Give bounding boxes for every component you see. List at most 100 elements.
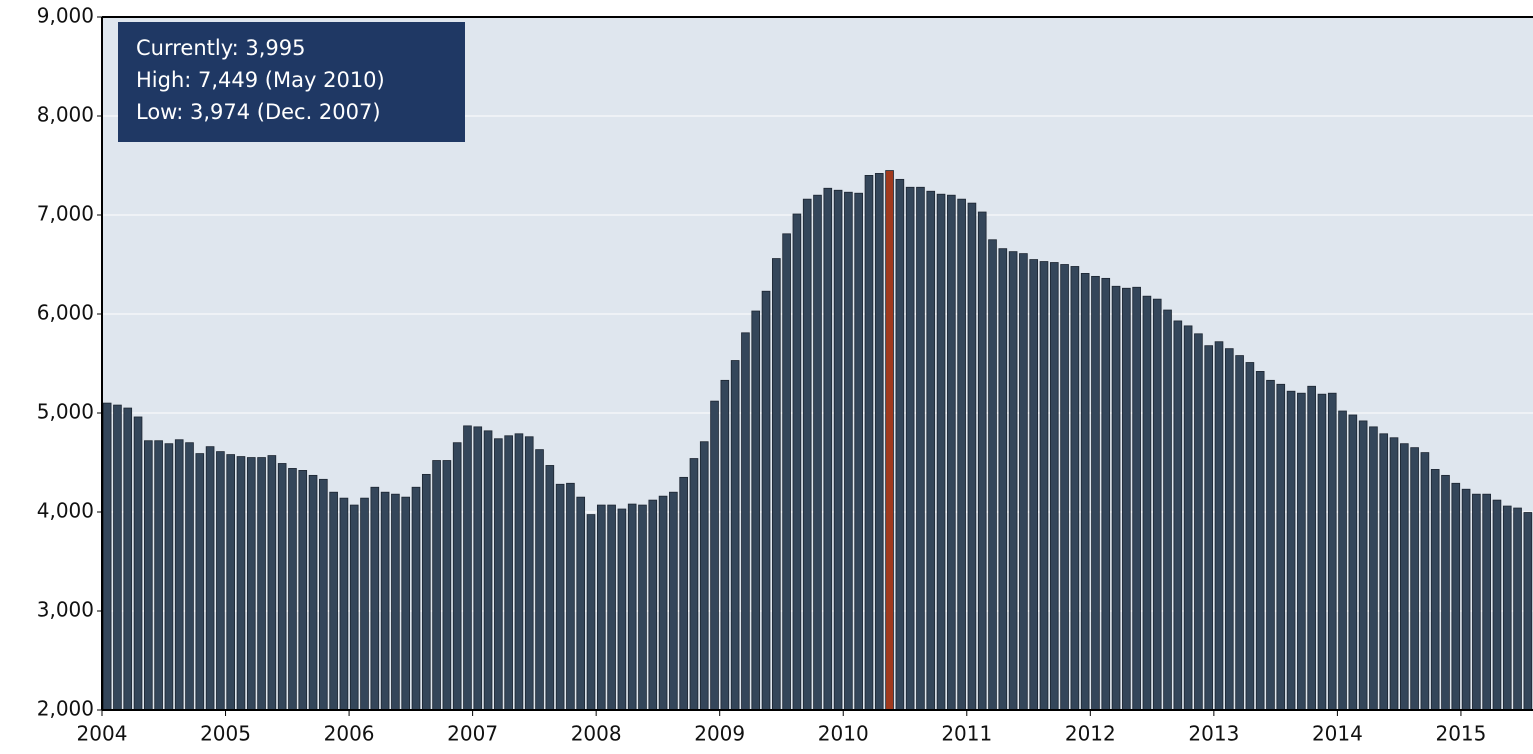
bar — [288, 468, 297, 711]
bar — [1348, 414, 1358, 711]
y-tick-label: 4,000 — [37, 499, 94, 523]
bar — [967, 202, 977, 711]
bar — [1111, 285, 1121, 711]
bar — [1008, 251, 1018, 711]
bar — [627, 503, 637, 711]
annotation: Currently: 3,995 — [136, 36, 305, 60]
bar — [617, 508, 627, 711]
bar — [1513, 507, 1522, 711]
bar — [1060, 264, 1069, 711]
bar — [267, 455, 277, 711]
bar — [205, 446, 215, 711]
bar — [1451, 482, 1461, 711]
y-tick-label: 8,000 — [37, 103, 94, 127]
bar — [998, 248, 1008, 711]
x-tick-label: 2004 — [77, 722, 128, 746]
bar — [1194, 333, 1203, 711]
bar — [1132, 286, 1141, 711]
bar — [370, 486, 380, 711]
annotation-box — [118, 22, 465, 142]
bar — [1286, 390, 1296, 711]
bar — [1420, 452, 1430, 711]
bar — [1441, 474, 1450, 711]
bar — [442, 460, 452, 711]
bar — [246, 457, 256, 711]
bar — [607, 504, 616, 711]
bar — [1029, 259, 1039, 711]
bar — [936, 193, 946, 711]
bar — [545, 465, 555, 711]
x-tick-label: 2014 — [1312, 722, 1363, 746]
bar — [1410, 447, 1419, 711]
bar — [1080, 273, 1090, 711]
x-tick-label: 2012 — [1065, 722, 1116, 746]
bar — [174, 439, 184, 711]
annotation: Low: 3,974 (Dec. 2007) — [136, 100, 381, 124]
bar — [1142, 295, 1152, 711]
bar — [1049, 262, 1059, 711]
bar — [658, 495, 668, 711]
bar — [349, 504, 359, 711]
bar — [535, 449, 544, 711]
bar — [504, 435, 513, 711]
bar — [1389, 437, 1399, 711]
bar — [905, 186, 915, 711]
bar — [864, 174, 874, 711]
bar — [452, 442, 462, 711]
y-tick-label: 5,000 — [37, 400, 94, 424]
bar — [699, 441, 709, 711]
bar — [1173, 320, 1183, 711]
bar — [782, 233, 791, 711]
bar — [1183, 325, 1193, 711]
bar — [1070, 266, 1080, 711]
x-tick-label: 2006 — [324, 722, 375, 746]
bar — [463, 425, 472, 711]
bar — [823, 187, 833, 711]
bar — [916, 186, 925, 711]
y-tick-label: 3,000 — [37, 598, 94, 622]
x-tick-label: 2015 — [1435, 722, 1486, 746]
bar — [1297, 392, 1306, 711]
bar — [576, 496, 586, 711]
bar — [988, 239, 997, 711]
x-tick-label: 2005 — [200, 722, 251, 746]
bar — [1101, 277, 1111, 711]
bar — [895, 178, 905, 711]
x-tick-label: 2008 — [571, 722, 622, 746]
bar — [185, 442, 194, 711]
x-tick-label: 2009 — [694, 722, 745, 746]
bar — [1266, 379, 1275, 711]
bar — [1152, 298, 1162, 711]
bar — [144, 440, 153, 711]
bar — [596, 504, 606, 711]
bar — [1317, 393, 1327, 711]
bar — [689, 458, 699, 711]
bar — [329, 491, 338, 711]
bar — [833, 189, 843, 711]
bar — [277, 463, 287, 711]
bar — [133, 416, 143, 711]
bar — [761, 290, 771, 711]
bar — [1461, 488, 1471, 711]
bar — [1019, 253, 1028, 711]
bar — [226, 454, 235, 711]
bar — [720, 379, 730, 711]
bar — [730, 360, 740, 711]
bar — [1400, 443, 1409, 711]
y-tick-label: 7,000 — [37, 202, 94, 226]
bar — [1039, 261, 1049, 711]
x-tick-label: 2013 — [1188, 722, 1239, 746]
bar — [1482, 493, 1491, 711]
y-tick-label: 2,000 — [37, 697, 94, 721]
bar — [216, 451, 225, 711]
bar — [483, 430, 493, 711]
bar — [926, 190, 936, 711]
bar — [1091, 275, 1100, 711]
x-tick-label: 2007 — [447, 722, 498, 746]
bar — [1214, 341, 1224, 711]
bar — [648, 499, 658, 711]
bar — [113, 404, 122, 711]
bar — [164, 443, 174, 711]
bar — [236, 456, 246, 711]
